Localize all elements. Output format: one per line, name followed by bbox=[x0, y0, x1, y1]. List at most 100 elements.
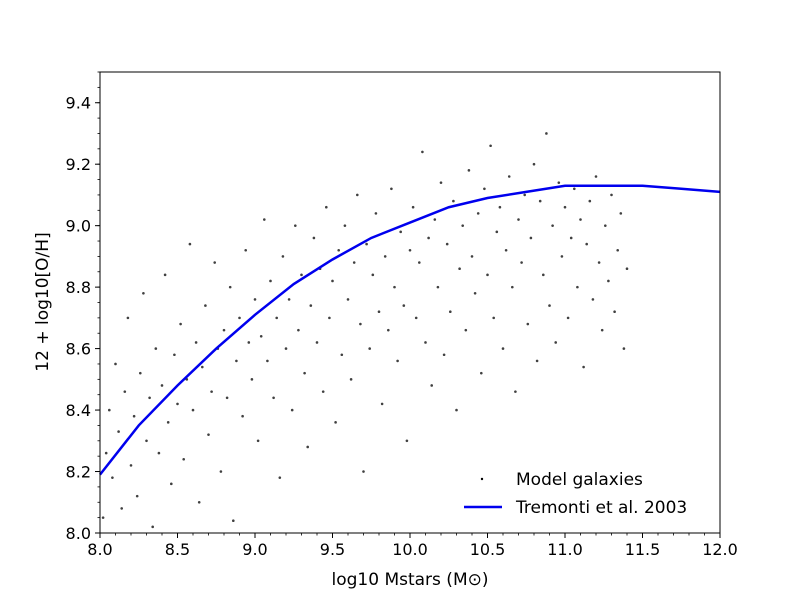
scatter-point-92 bbox=[387, 328, 390, 332]
scatter-point-103 bbox=[421, 150, 424, 154]
legend-label-scatter: Model galaxies bbox=[516, 470, 643, 490]
x-axis: 8.0 8.5 9.0 9.5 10.0 10.5 11.0 11.5 12.0 bbox=[87, 533, 738, 559]
scatter-point-142 bbox=[542, 273, 545, 277]
scatter-point-114 bbox=[455, 408, 458, 412]
scatter-point-102 bbox=[418, 261, 421, 264]
scatter-point-107 bbox=[433, 218, 437, 221]
scatter-point-55 bbox=[272, 396, 275, 400]
line-layer bbox=[99, 184, 721, 476]
scatter-point-84 bbox=[362, 470, 365, 473]
scatter-point-77 bbox=[340, 353, 344, 357]
scatter-point-79 bbox=[346, 298, 350, 301]
scatter-point-126 bbox=[492, 316, 496, 320]
x-tick-label: 8.0 bbox=[87, 540, 112, 559]
scatter-point-145 bbox=[551, 224, 554, 227]
legend-scatter-marker bbox=[480, 477, 484, 481]
scatter-point-110 bbox=[442, 353, 446, 357]
y-tick-label: 9.4 bbox=[66, 94, 91, 113]
scatter-point-22 bbox=[170, 482, 173, 486]
scatter-point-143 bbox=[545, 132, 548, 135]
x-tick-label: 11.5 bbox=[625, 540, 661, 559]
scatter-point-30 bbox=[194, 341, 198, 344]
scatter-point-133 bbox=[514, 390, 517, 393]
scatter-point-124 bbox=[486, 273, 489, 277]
scatter-point-87 bbox=[371, 273, 375, 277]
scatter-point-112 bbox=[449, 310, 452, 314]
scatter-point-65 bbox=[303, 371, 306, 375]
scatter-point-43 bbox=[235, 359, 238, 363]
x-tick-label: 10.0 bbox=[392, 540, 428, 559]
tremonti-line bbox=[99, 184, 721, 476]
scatter-point-12 bbox=[139, 371, 142, 375]
scatter-point-159 bbox=[594, 175, 598, 178]
scatter-point-49 bbox=[253, 298, 257, 301]
scatter-point-131 bbox=[507, 175, 511, 178]
scatter-point-75 bbox=[334, 421, 337, 424]
scatter-point-54 bbox=[269, 279, 272, 283]
scatter-point-51 bbox=[259, 335, 263, 338]
scatter-point-117 bbox=[464, 328, 468, 332]
scatter-point-80 bbox=[349, 378, 353, 381]
scatter-point-47 bbox=[247, 341, 251, 344]
scatter-point-15 bbox=[148, 396, 151, 400]
scatter-point-56 bbox=[275, 316, 279, 320]
scatter-point-31 bbox=[197, 500, 201, 504]
scatter-point-93 bbox=[390, 187, 393, 191]
scatter-point-155 bbox=[582, 365, 585, 369]
scatter-point-34 bbox=[207, 433, 210, 436]
y-tick-label: 8.8 bbox=[66, 278, 91, 297]
scatter-point-9 bbox=[129, 464, 133, 467]
scatter-point-88 bbox=[374, 212, 378, 215]
scatter-point-120 bbox=[473, 291, 477, 295]
scatter-point-166 bbox=[616, 248, 619, 252]
scatter-point-16 bbox=[151, 525, 154, 529]
x-tick-label: 8.5 bbox=[165, 540, 190, 559]
scatter-point-11 bbox=[135, 494, 139, 498]
scatter-point-157 bbox=[588, 199, 592, 203]
scatter-point-116 bbox=[461, 224, 465, 227]
scatter-point-154 bbox=[579, 218, 582, 221]
scatter-point-106 bbox=[430, 384, 434, 387]
scatter-point-90 bbox=[380, 402, 384, 406]
scatter-point-1 bbox=[104, 451, 108, 455]
scatter-point-94 bbox=[393, 285, 396, 289]
scatter-point-111 bbox=[445, 242, 449, 246]
y-tick-label: 8.2 bbox=[66, 463, 91, 482]
scatter-point-165 bbox=[613, 310, 616, 314]
scatter-point-21 bbox=[166, 421, 170, 424]
x-tick-label: 9.0 bbox=[242, 540, 267, 559]
scatter-point-38 bbox=[219, 470, 223, 473]
scatter-point-81 bbox=[352, 261, 356, 264]
scatter-point-169 bbox=[625, 267, 629, 270]
scatter-point-14 bbox=[145, 439, 148, 443]
scatter-point-39 bbox=[222, 328, 226, 332]
scatter-point-144 bbox=[548, 304, 551, 307]
scatter-point-150 bbox=[566, 316, 570, 320]
scatter-point-19 bbox=[160, 384, 164, 387]
scatter-layer bbox=[101, 132, 629, 529]
y-tick-label: 9.2 bbox=[66, 155, 91, 174]
scatter-point-86 bbox=[368, 347, 372, 350]
scatter-point-115 bbox=[458, 267, 461, 270]
scatter-point-153 bbox=[576, 285, 579, 289]
scatter-point-98 bbox=[405, 439, 409, 443]
scatter-point-164 bbox=[610, 193, 613, 197]
scatter-point-0 bbox=[101, 516, 105, 519]
scatter-point-113 bbox=[452, 199, 455, 203]
scatter-point-121 bbox=[476, 212, 480, 215]
scatter-point-17 bbox=[154, 347, 158, 350]
scatter-point-160 bbox=[597, 261, 601, 264]
scatter-point-163 bbox=[607, 279, 610, 283]
scatter-point-42 bbox=[232, 519, 235, 523]
scatter-point-148 bbox=[560, 255, 564, 258]
scatter-point-18 bbox=[157, 451, 161, 455]
y-tick-label: 8.6 bbox=[66, 340, 91, 359]
scatter-point-167 bbox=[619, 212, 623, 215]
scatter-point-33 bbox=[204, 304, 207, 307]
scatter-point-100 bbox=[411, 205, 415, 209]
scatter-point-46 bbox=[244, 248, 247, 252]
scatter-point-147 bbox=[557, 181, 561, 184]
scatter-point-60 bbox=[287, 298, 291, 301]
scatter-point-53 bbox=[266, 359, 269, 363]
scatter-point-24 bbox=[176, 402, 179, 406]
